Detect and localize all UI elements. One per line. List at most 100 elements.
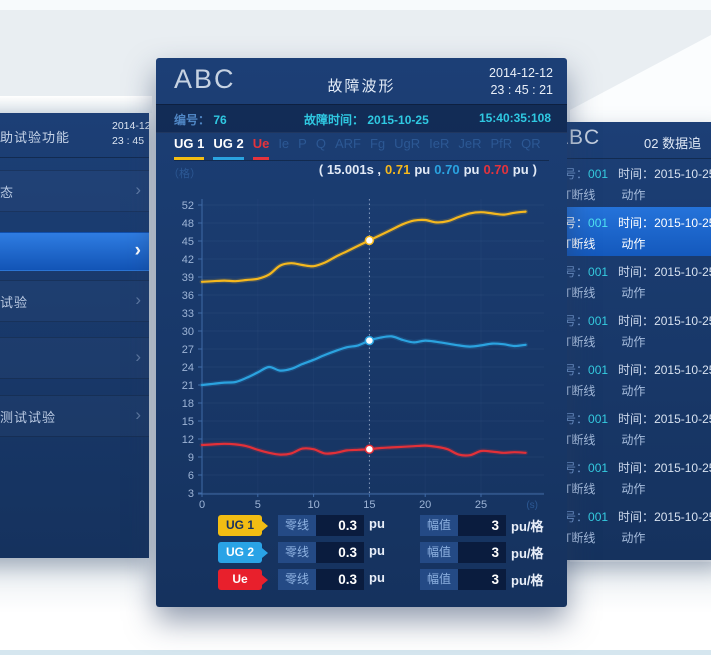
amplitude-value-ue[interactable]: 3 xyxy=(458,569,506,590)
zero-line-unit: pu xyxy=(369,516,385,531)
tab-ug2[interactable]: UG 2 xyxy=(213,136,244,160)
amplitude-label: 幅值 xyxy=(420,515,458,536)
panel-datetime: 2014-12-12 23 : 45 : 21 xyxy=(489,65,553,99)
left-panel-top-highlight xyxy=(0,96,152,113)
record-item[interactable]: 编号：001 时间：2015-10-25 PT断线 动作 xyxy=(552,403,711,452)
record-action-label: 动作 xyxy=(621,335,646,349)
zero-line-value-ug1[interactable]: 0.3 xyxy=(316,515,364,536)
record-no-value: 001 xyxy=(588,265,609,279)
svg-text:45: 45 xyxy=(182,236,194,248)
chevron-right-icon xyxy=(135,405,141,425)
zero-line-unit: pu xyxy=(369,543,385,558)
readout-unit: pu xyxy=(414,162,431,177)
svg-text:0: 0 xyxy=(199,499,205,511)
tab-ue[interactable]: Ue xyxy=(252,136,270,160)
amplitude-value-ug2[interactable]: 3 xyxy=(458,542,506,563)
record-no-value: 001 xyxy=(588,461,609,475)
cursor-readout: ( 15.001s , 0.71 pu 0.70 pu 0.70 pu) xyxy=(317,162,539,177)
record-line1: 编号：001 时间：2015-10-25 xyxy=(552,410,711,427)
record-item[interactable]: 编号：001 时间：2015-10-25 PT断线 动作 xyxy=(552,354,711,403)
svg-text:33: 33 xyxy=(182,308,194,320)
left-panel-date: 2014-12 xyxy=(112,120,149,132)
zero-line-value-ue[interactable]: 0.3 xyxy=(316,569,364,590)
amplitude-unit: pu/格 xyxy=(511,519,544,534)
record-item[interactable]: 编号：001 时间：2015-10-25 PT断线 动作 xyxy=(552,501,711,550)
record-no-value: 001 xyxy=(588,314,609,328)
record-time-value: 2015-10-25 xyxy=(654,510,711,524)
channel-tag-label: UG 2 xyxy=(225,545,254,559)
record-item[interactable]: 编号：001 时间：2015-10-25 PT断线 动作 xyxy=(552,305,711,354)
zero-line-value-ug2[interactable]: 0.3 xyxy=(316,542,364,563)
tab-pfr[interactable]: PfR xyxy=(490,136,513,151)
svg-text:12: 12 xyxy=(182,434,194,446)
record-action-label: 动作 xyxy=(621,531,646,545)
record-line2: PT断线 动作 xyxy=(556,284,645,301)
record-line1: 编号：001 时间：2015-10-25 xyxy=(552,214,711,231)
record-time-value: 2015-10-25 xyxy=(654,216,711,230)
series-line-ug2 xyxy=(200,335,527,387)
chevron-right-icon xyxy=(135,290,141,310)
fault-time-group: 故障时间： 2015-10-25 xyxy=(304,111,429,128)
record-item[interactable]: 编号：001 时间：2015-10-25 PT断线 动作 xyxy=(552,452,711,501)
channel-control-row-ue: Ue 零线 0.3 pu 幅值 3 pu/格 xyxy=(156,569,567,591)
svg-text:39: 39 xyxy=(182,272,194,284)
record-item[interactable]: 编号：001 时间：2015-10-25 PT断线 动作 xyxy=(552,158,711,207)
tab-ier[interactable]: IeR xyxy=(429,136,450,151)
tab-q[interactable]: Q xyxy=(315,136,326,151)
record-line1: 编号：001 时间：2015-10-25 xyxy=(552,361,711,378)
channel-tag-ug1[interactable]: UG 1 xyxy=(218,515,268,536)
sidebar-item-label: 态 xyxy=(0,185,15,200)
record-action-label: 动作 xyxy=(621,433,646,447)
record-time-label: 时间： xyxy=(618,412,655,426)
tab-ug1[interactable]: UG 1 xyxy=(174,136,205,160)
tab-jer[interactable]: JeR xyxy=(458,136,482,151)
svg-text:6: 6 xyxy=(188,470,194,482)
sidebar-item-态[interactable]: 态 xyxy=(0,170,149,212)
fault-waveform-panel: ABC 故障波形 2014-12-12 23 : 45 : 21 编号： 76 … xyxy=(156,58,567,607)
svg-text:18: 18 xyxy=(182,398,194,410)
channel-control-row-ug2: UG 2 零线 0.3 pu 幅值 3 pu/格 xyxy=(156,542,567,564)
tab-fg[interactable]: Fg xyxy=(369,136,386,151)
record-action-label: 动作 xyxy=(621,188,646,202)
record-no-value: 001 xyxy=(588,216,609,230)
tab-arf[interactable]: ARF xyxy=(334,136,361,151)
record-time-value: 2015-10-25 xyxy=(654,412,711,426)
readout-value-3: 0.70 xyxy=(483,162,509,177)
data-records-panel: ABC 02 数据追 编号：001 时间：2015-10-25 PT断线 动作 编号：0… xyxy=(552,122,711,560)
record-item[interactable]: 编号：001 时间：2015-10-25 PT断线 动作 xyxy=(552,256,711,305)
record-time-label: 时间： xyxy=(618,461,655,475)
left-nav-panel: 助试验功能 2014-12 23 : 45 态试验测试试验 xyxy=(0,113,149,558)
record-line1: 编号：001 时间：2015-10-25 xyxy=(552,263,711,280)
svg-text:24: 24 xyxy=(182,362,194,374)
tab-qr[interactable]: QR xyxy=(521,136,541,151)
record-time-label: 时间： xyxy=(618,314,655,328)
svg-text:20: 20 xyxy=(419,499,431,511)
record-action-label: 动作 xyxy=(621,237,646,251)
record-time-value: 2015-10-25 xyxy=(654,314,711,328)
channel-tag-ug2[interactable]: UG 2 xyxy=(218,542,268,563)
zero-line-unit: pu xyxy=(369,570,385,585)
amplitude-value-ug1[interactable]: 3 xyxy=(458,515,506,536)
sidebar-item-row4[interactable] xyxy=(0,337,149,379)
x-axis-unit: (s) xyxy=(526,500,538,511)
sidebar-item-测试试验[interactable]: 测试试验 xyxy=(0,395,149,437)
zero-line-label: 零线 xyxy=(278,569,316,590)
tab-ugr[interactable]: UgR xyxy=(394,136,421,151)
tab-ie[interactable]: Ie xyxy=(278,136,290,151)
readout-unit: pu xyxy=(463,162,480,177)
record-item[interactable]: 编号：001 时间：2015-10-25 PT断线 动作 xyxy=(552,207,711,256)
sidebar-item-试验[interactable]: 试验 xyxy=(0,280,149,322)
tab-p[interactable]: P xyxy=(298,136,307,151)
channel-tag-ue[interactable]: Ue xyxy=(218,569,268,590)
amplitude-label: 幅值 xyxy=(420,569,458,590)
amplitude-label: 幅值 xyxy=(420,542,458,563)
record-number-group: 编号： 76 xyxy=(174,111,227,128)
sidebar-item-row2[interactable] xyxy=(0,232,149,271)
readout-unit: pu xyxy=(512,162,529,177)
record-line1: 编号：001 时间：2015-10-25 xyxy=(552,508,711,525)
record-action-label: 动作 xyxy=(621,482,646,496)
right-panel-section-label: 02 数据追 xyxy=(644,136,702,151)
series-line-ug1 xyxy=(200,210,527,283)
